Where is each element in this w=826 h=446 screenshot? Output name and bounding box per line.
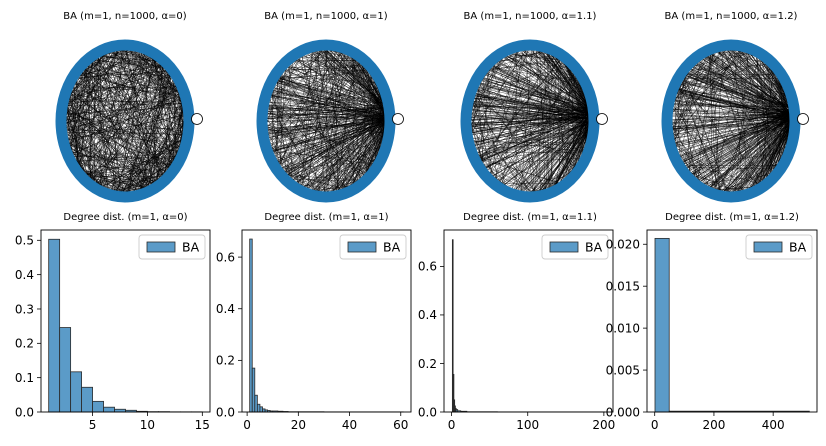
- legend-label: BA: [383, 240, 401, 255]
- y-tick-label: 0.3: [15, 302, 34, 316]
- network-node-ring: [661, 39, 801, 203]
- y-tick-label: 0.2: [418, 357, 437, 371]
- network-panel-2: BA (m=1, n=1000, α=1): [256, 11, 404, 203]
- legend: BA: [745, 234, 813, 260]
- network-panel-3: BA (m=1, n=1000, α=1.1): [460, 11, 608, 203]
- x-tick-label: 100: [516, 418, 539, 432]
- network-panel-1: BA (m=1, n=1000, α=0): [55, 11, 203, 203]
- histogram-bar: [70, 371, 82, 413]
- y-tick-label: 0.2: [15, 337, 34, 351]
- histogram-panel-3: Degree dist. (m=1, α=1.1) 0 100 2000.00.20…: [418, 212, 615, 432]
- legend-swatch: [146, 241, 176, 253]
- histogram-bar: [48, 238, 61, 413]
- x-tick-label: 5: [89, 418, 97, 432]
- network-graph-2: [256, 39, 404, 203]
- x-tick-label: 0: [651, 418, 659, 432]
- network-title-2: BA (m=1, n=1000, α=1): [264, 11, 387, 22]
- network-node-ring: [460, 39, 600, 203]
- legend-swatch: [347, 241, 377, 253]
- histogram-panel-2: Degree dist. (m=1, α=1) 0 20 40 60 0.0 0.2 0.4…: [216, 212, 412, 432]
- y-tick-label: 0.0: [418, 405, 437, 419]
- y-tick-label: 0.4: [216, 302, 235, 316]
- network-title-3: BA (m=1, n=1000, α=1.1): [464, 11, 597, 22]
- x-tick-label: 0: [448, 418, 456, 432]
- axes-frame: [40, 229, 211, 413]
- histogram-bar: [81, 386, 93, 413]
- axes-frame: [646, 229, 818, 413]
- y-tick-label: 0.2: [216, 354, 235, 368]
- histogram-bar: [59, 327, 72, 413]
- network-graph-3: [460, 39, 608, 203]
- y-tick-label: 0.0: [216, 405, 235, 419]
- x-tick-label: 60: [393, 418, 408, 432]
- x-tick-label: 200: [592, 418, 615, 432]
- network-title-4: BA (m=1, n=1000, α=1.2): [665, 11, 798, 22]
- y-tick-label: 0.6: [418, 260, 437, 274]
- histogram-bar: [92, 400, 104, 413]
- legend-swatch: [549, 241, 579, 253]
- y-tick-label: 0.000: [606, 405, 640, 419]
- self-loop-node: [392, 113, 404, 125]
- y-tick-label: 0.4: [418, 308, 437, 322]
- legend-label: BA: [182, 240, 200, 255]
- self-loop-node: [596, 113, 608, 125]
- x-tick-label: 15: [195, 418, 210, 432]
- histogram-panel-1: Degree dist. (m=1, α=0) 5 10 15 0.0 0.1 0.2 0.…: [15, 212, 211, 432]
- histogram-plot-4: 0 200 400 0.000 0.005 0.010 0.015 0.020 BA: [606, 229, 818, 432]
- network-title-1: BA (m=1, n=1000, α=0): [63, 11, 186, 22]
- legend: BA: [339, 234, 407, 260]
- histogram-bar: [103, 406, 115, 413]
- network-node-ring: [55, 39, 195, 203]
- y-tick-label: 0.015: [606, 279, 640, 293]
- y-tick-label: 0.6: [216, 250, 235, 264]
- x-tick-label: 200: [702, 418, 725, 432]
- x-tick-label: 0: [243, 418, 251, 432]
- histogram-bar: [654, 237, 670, 413]
- legend-label: BA: [789, 240, 807, 255]
- y-tick-label: 0.005: [606, 363, 640, 377]
- self-loop-node: [797, 113, 809, 125]
- histogram-plot-1: 5 10 15 0.0 0.1 0.2 0.3 0.4 0.5 BA: [15, 229, 211, 432]
- legend: BA: [138, 234, 206, 260]
- histogram-plot-2: 0 20 40 60 0.0 0.2 0.4 0.6 BA: [216, 229, 412, 432]
- histogram-title-2: Degree dist. (m=1, α=1): [264, 212, 388, 223]
- legend-label: BA: [585, 240, 603, 255]
- x-tick-label: 20: [291, 418, 306, 432]
- x-tick-label: 400: [762, 418, 785, 432]
- x-tick-label: 10: [140, 418, 155, 432]
- histogram-title-4: Degree dist. (m=1, α=1.2): [665, 212, 799, 223]
- axes-frame: [443, 229, 614, 413]
- histogram-title-1: Degree dist. (m=1, α=0): [63, 212, 187, 223]
- y-tick-label: 0.0: [15, 405, 34, 419]
- self-loop-node: [191, 113, 203, 125]
- y-tick-label: 0.020: [606, 238, 640, 252]
- network-graph-1: [55, 39, 203, 203]
- axes-frame: [241, 229, 412, 413]
- histogram-panel-4: Degree dist. (m=1, α=1.2) 0 200 400 0.000 0.…: [606, 212, 818, 432]
- histogram-title-3: Degree dist. (m=1, α=1.1): [463, 212, 597, 223]
- network-panel-4: BA (m=1, n=1000, α=1.2): [661, 11, 809, 203]
- y-tick-label: 0.4: [15, 268, 34, 282]
- network-graph-4: [661, 39, 809, 203]
- y-tick-label: 0.5: [15, 234, 34, 248]
- network-node-ring: [256, 39, 396, 203]
- histogram-plot-3: 0 100 200 0.0 0.2 0.4 0.6 BA: [418, 229, 615, 432]
- legend: BA: [541, 234, 609, 260]
- y-tick-label: 0.010: [606, 321, 640, 335]
- x-tick-label: 40: [342, 418, 357, 432]
- y-tick-label: 0.1: [15, 371, 34, 385]
- legend-swatch: [753, 241, 783, 253]
